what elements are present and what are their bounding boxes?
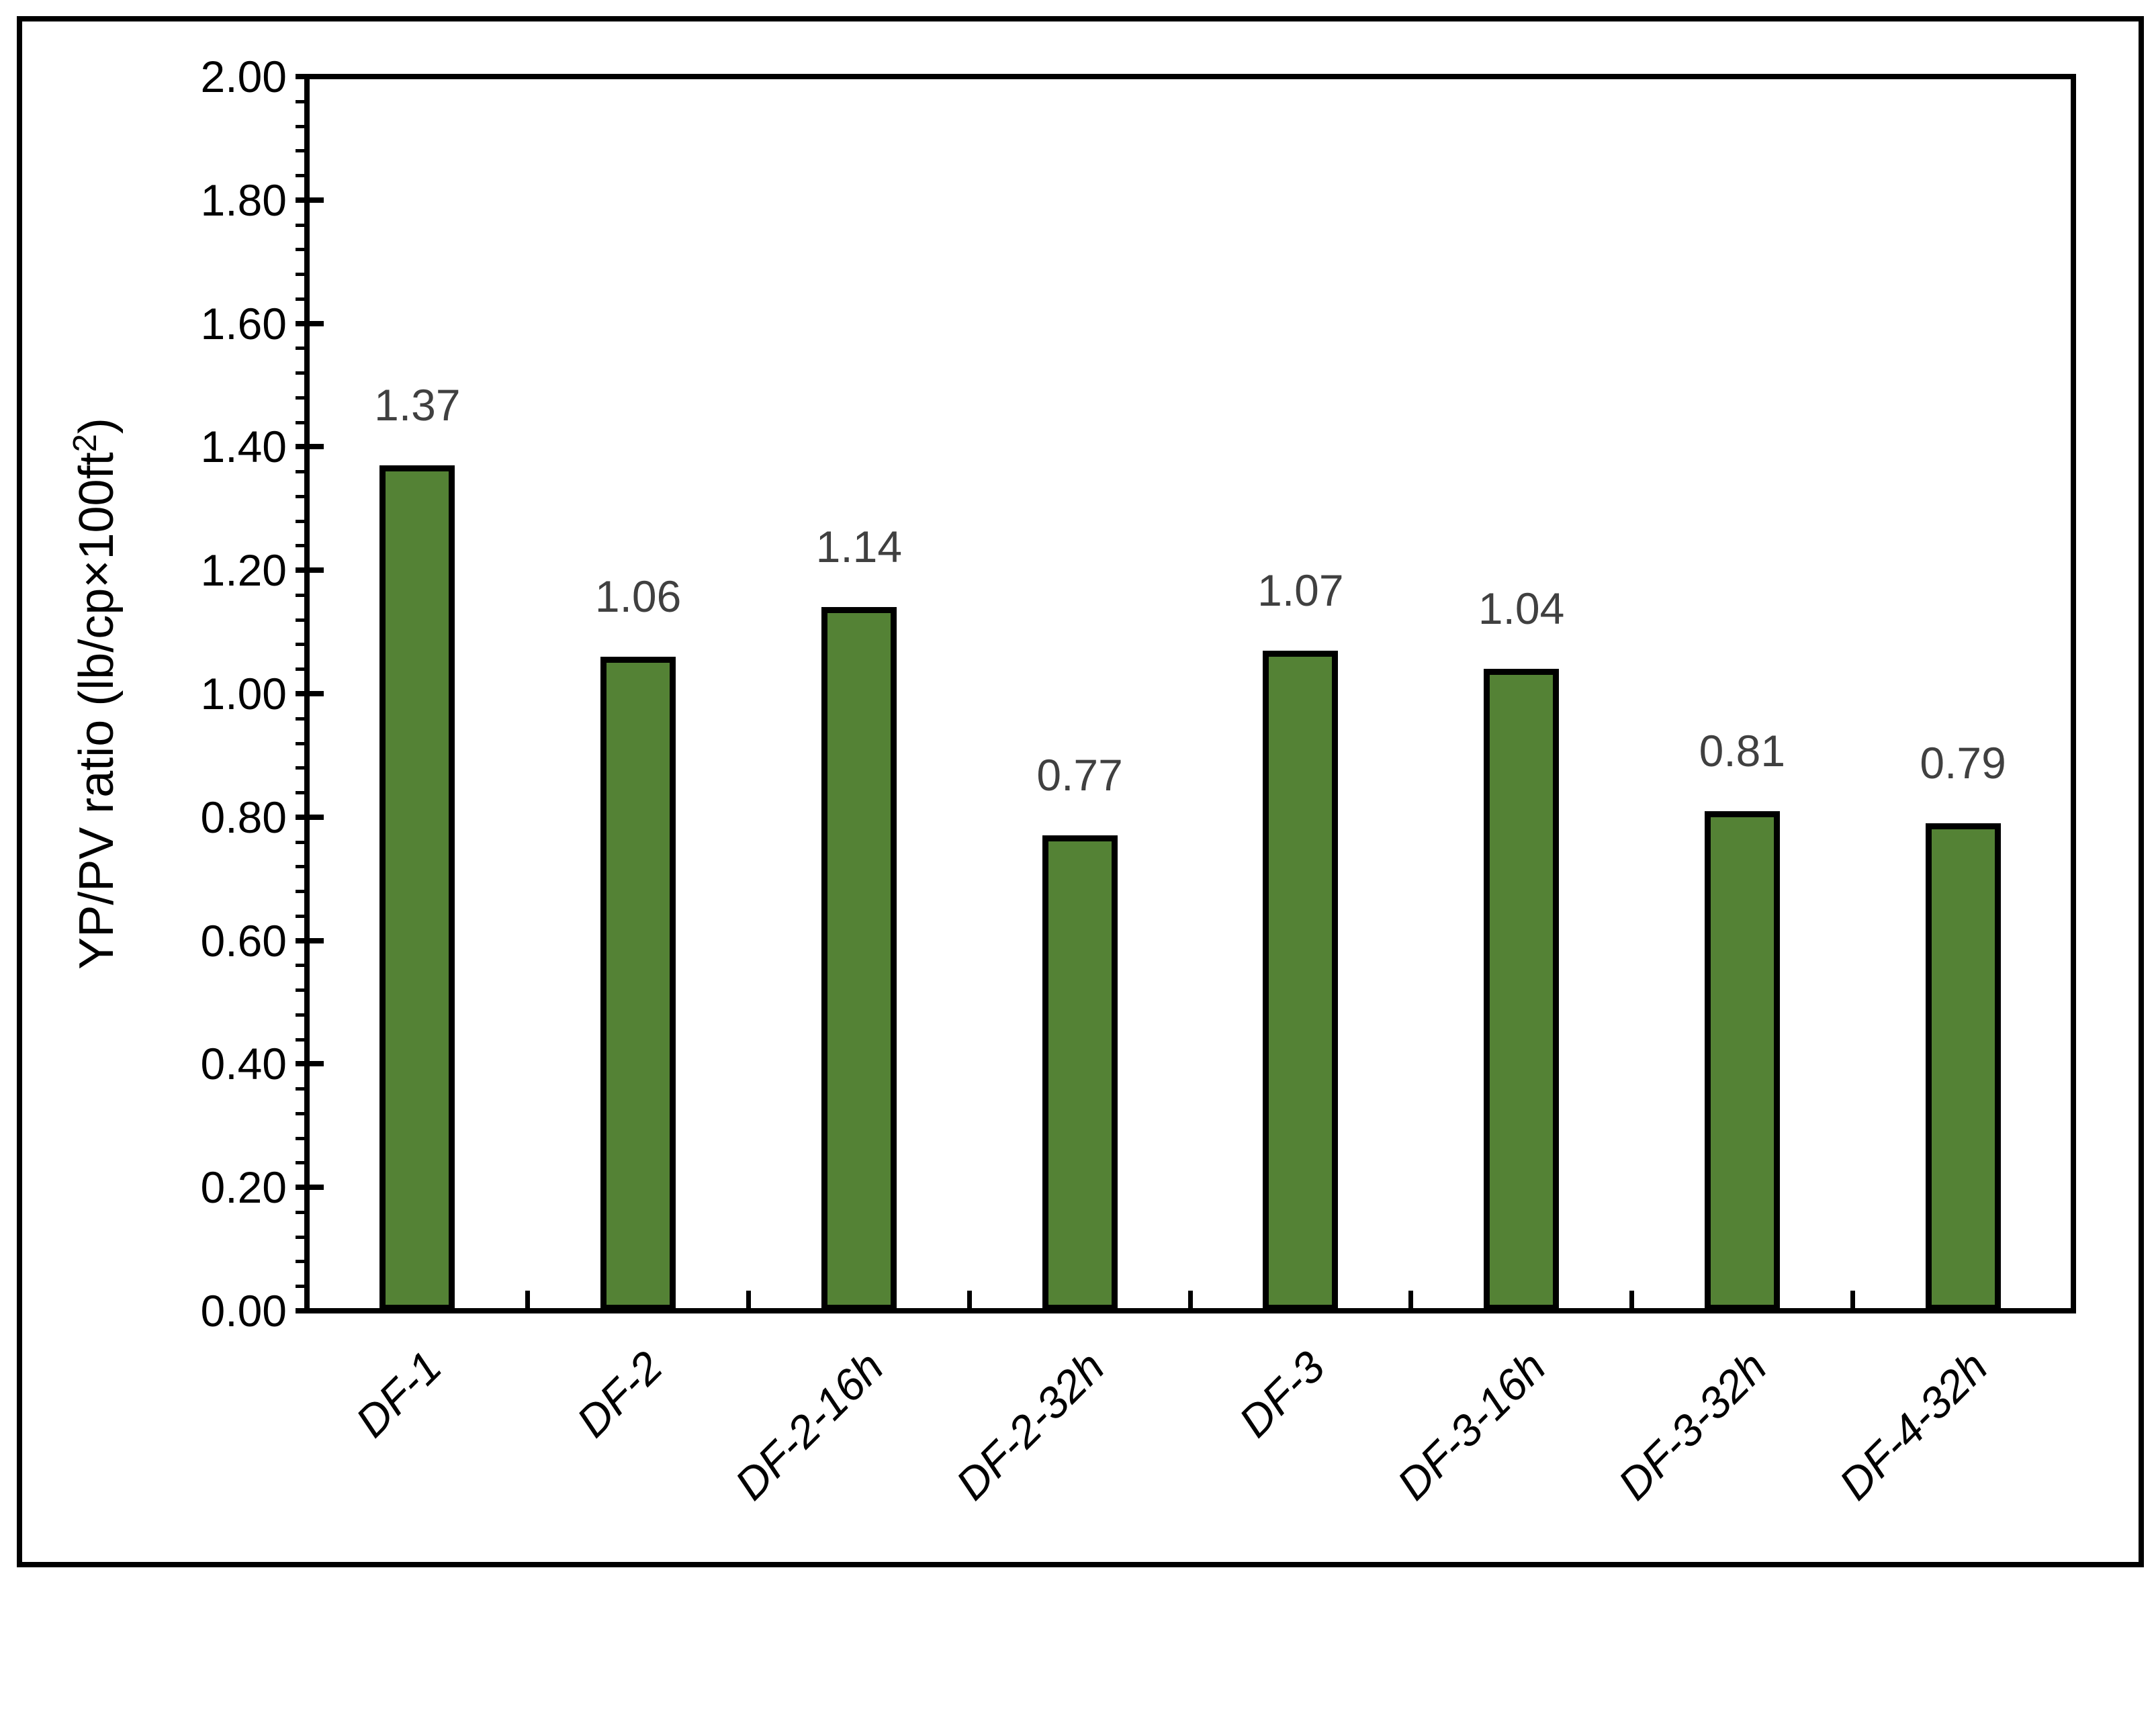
y-axis-major-tick <box>296 197 324 203</box>
y-axis-minor-tick <box>296 766 305 770</box>
y-axis-tick-label: 0.40 <box>200 1039 287 1089</box>
y-axis-minor-tick <box>296 988 305 992</box>
y-axis-minor-tick <box>296 643 305 647</box>
y-axis-minor-tick <box>296 273 305 277</box>
y-axis-minor-tick <box>296 914 305 918</box>
y-axis-minor-tick <box>296 174 305 178</box>
y-axis-minor-tick <box>296 1235 305 1239</box>
y-axis-minor-tick <box>296 99 305 103</box>
y-axis-tick-label: 1.60 <box>200 298 287 349</box>
bar <box>1484 669 1560 1311</box>
y-axis-major-tick <box>296 1185 324 1191</box>
y-axis-minor-tick <box>296 223 305 227</box>
y-axis-title-superscript: 2 <box>67 434 103 453</box>
y-axis-minor-tick <box>296 865 305 869</box>
y-axis-minor-tick <box>296 1260 305 1264</box>
bar <box>1704 811 1780 1311</box>
plot-area <box>304 74 2076 1313</box>
bar <box>1925 823 2001 1311</box>
y-axis-title-close: ) <box>70 418 124 434</box>
y-axis-minor-tick <box>296 371 305 375</box>
y-axis-minor-tick <box>296 347 305 351</box>
y-axis-minor-tick <box>296 248 305 252</box>
y-axis-tick-label: 0.00 <box>200 1286 287 1336</box>
y-axis-minor-tick <box>296 149 305 153</box>
y-axis-major-tick <box>296 937 324 943</box>
y-axis-minor-tick <box>296 396 305 400</box>
bar-data-label: 1.07 <box>1257 565 1344 615</box>
y-axis-major-tick <box>296 74 324 79</box>
y-axis-minor-tick <box>296 1136 305 1140</box>
y-axis-minor-tick <box>296 1013 305 1017</box>
bar-data-label: 1.37 <box>374 379 461 430</box>
y-axis-minor-tick <box>296 1285 305 1289</box>
bar <box>379 465 455 1311</box>
y-axis-tick-label: 1.20 <box>200 545 287 596</box>
x-axis-category-tick <box>746 1291 751 1308</box>
y-axis-tick-label: 0.60 <box>200 915 287 966</box>
y-axis-minor-tick <box>296 741 305 745</box>
figure-border <box>17 16 2144 1567</box>
y-axis-minor-tick <box>296 1161 305 1165</box>
y-axis-tick-label: 1.80 <box>200 175 287 225</box>
bar-data-label: 1.14 <box>815 522 903 572</box>
y-axis-tick-label: 0.20 <box>200 1162 287 1213</box>
y-axis-major-tick <box>296 814 324 820</box>
bar-chart-figure: YP/PV ratio (lb/cp×100ft2) 0.00 0.20 0.40 0… <box>17 16 2144 1567</box>
y-axis-tick-label: 2.00 <box>200 52 287 101</box>
y-axis-major-tick <box>296 1308 324 1313</box>
y-axis-minor-tick <box>296 618 305 622</box>
bar <box>821 607 897 1311</box>
y-axis-minor-tick <box>296 1111 305 1115</box>
y-axis-minor-tick <box>296 840 305 844</box>
y-axis-major-tick <box>296 444 324 450</box>
y-axis-major-tick <box>296 320 324 326</box>
y-axis-minor-tick <box>296 470 305 474</box>
y-axis-title: YP/PV ratio (lb/cp×100ft2) <box>66 56 124 1332</box>
x-axis-category-tick <box>1629 1291 1634 1308</box>
y-axis-minor-tick <box>296 297 305 301</box>
x-axis-category-tick <box>525 1291 531 1308</box>
y-axis-minor-tick <box>296 494 305 498</box>
y-axis-minor-tick <box>296 667 305 672</box>
bar-data-label: 1.06 <box>594 571 682 621</box>
y-axis-minor-tick <box>296 964 305 968</box>
x-axis-category-tick <box>1850 1291 1855 1308</box>
bar <box>1263 650 1339 1311</box>
y-axis-major-tick <box>296 691 324 696</box>
y-axis-minor-tick <box>296 593 305 597</box>
y-axis-minor-tick <box>296 420 305 424</box>
y-axis-major-tick <box>296 567 324 573</box>
y-axis-title-text: YP/PV ratio (lb/cp×100ft <box>70 452 124 970</box>
bar <box>600 656 676 1311</box>
bar-data-label: 1.04 <box>1478 584 1565 634</box>
y-axis-minor-tick <box>296 1210 305 1214</box>
bar <box>1042 835 1118 1311</box>
y-axis-tick-label: 0.80 <box>200 792 287 842</box>
x-axis-category-tick <box>1408 1291 1414 1308</box>
x-axis-category-tick <box>967 1291 972 1308</box>
bar-data-label: 0.79 <box>1920 737 2006 788</box>
bar-data-label: 0.81 <box>1699 725 1786 776</box>
y-axis-tick-label: 1.40 <box>200 422 287 472</box>
y-axis-minor-tick <box>296 1037 305 1042</box>
x-axis-category-tick <box>1187 1291 1193 1308</box>
y-axis-tick-label: 1.00 <box>200 669 287 719</box>
bar-data-label: 0.77 <box>1036 750 1123 800</box>
y-axis-minor-tick <box>296 124 305 128</box>
y-axis-minor-tick <box>296 1087 305 1091</box>
y-axis-minor-tick <box>296 791 305 795</box>
y-axis-minor-tick <box>296 717 305 721</box>
y-axis-minor-tick <box>296 544 305 548</box>
y-axis-minor-tick <box>296 890 305 894</box>
y-axis-minor-tick <box>296 519 305 523</box>
y-axis-major-tick <box>296 1061 324 1067</box>
